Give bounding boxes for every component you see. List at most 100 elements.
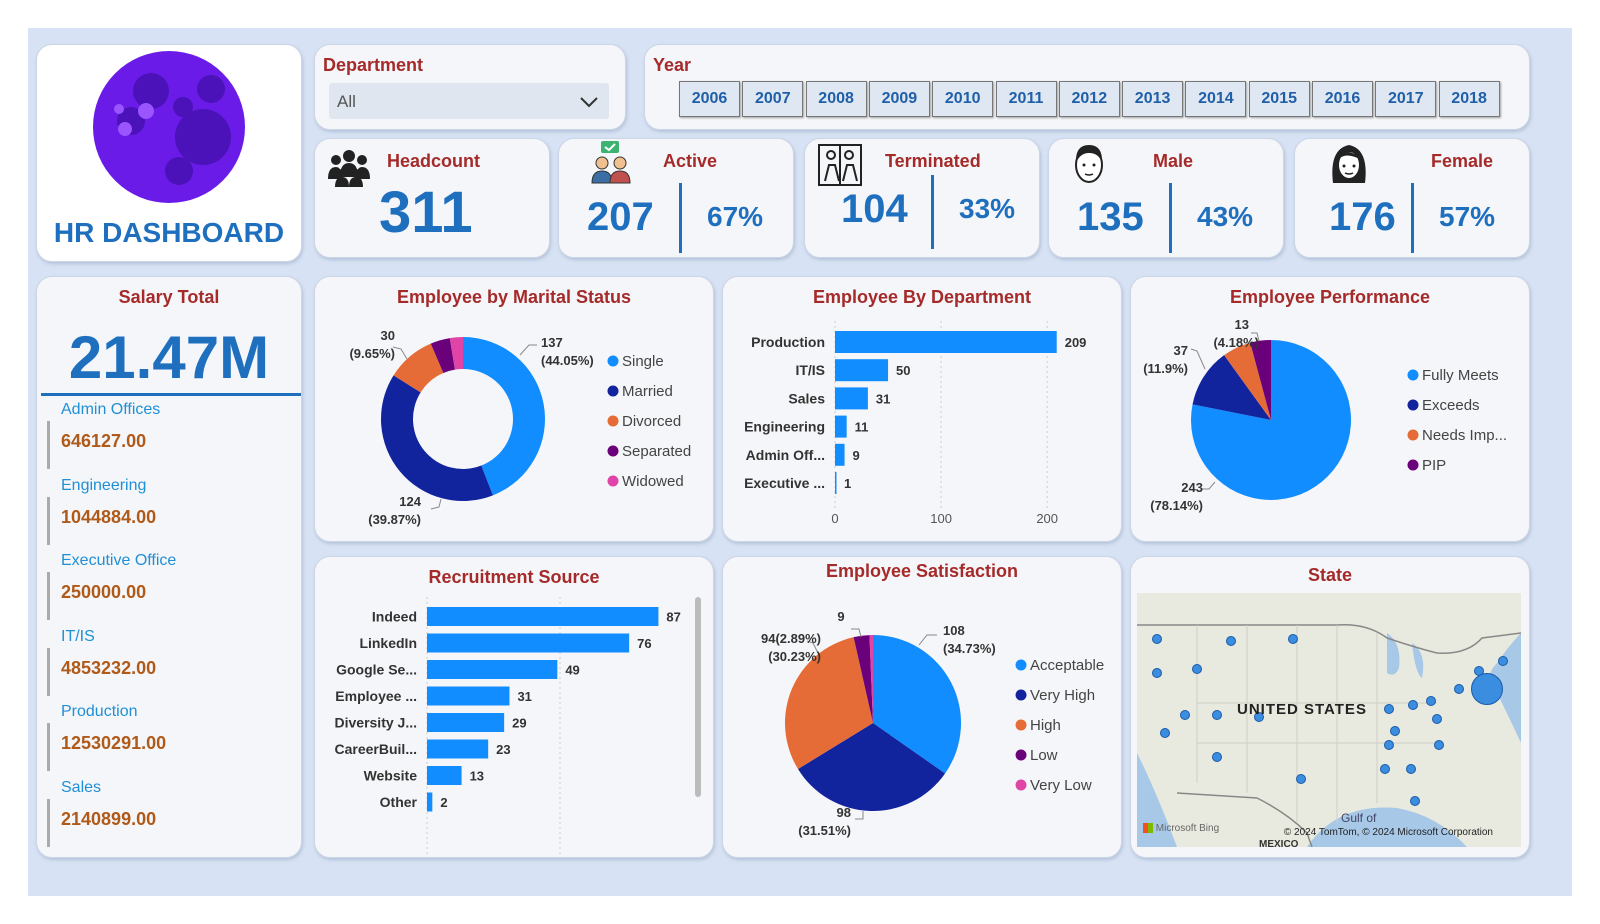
map-location-dot[interactable] — [1152, 668, 1162, 678]
map-location-dot[interactable] — [1410, 796, 1420, 806]
map-location-dot[interactable] — [1406, 764, 1416, 774]
map-location-dot[interactable] — [1192, 664, 1202, 674]
bar[interactable] — [835, 472, 837, 494]
bar[interactable] — [427, 633, 630, 653]
slice-divorced[interactable] — [393, 343, 444, 393]
bar[interactable] — [427, 713, 505, 732]
department-dropdown[interactable]: All — [329, 83, 609, 119]
map-location-cluster[interactable] — [1471, 673, 1503, 705]
slice-single[interactable] — [463, 337, 545, 496]
slice-needs-imp-[interactable] — [1224, 342, 1271, 420]
x-tick-label: 100 — [930, 511, 952, 526]
slice-separated[interactable] — [430, 338, 455, 374]
legend-marker — [1407, 429, 1419, 441]
legend-label: Very Low — [1030, 777, 1092, 794]
map-location-dot[interactable] — [1254, 712, 1264, 722]
year-button-2015[interactable]: 2015 — [1248, 81, 1310, 117]
map-location-dot[interactable] — [1454, 684, 1464, 694]
headcount-label: Headcount — [387, 151, 481, 171]
terminated-value: 104 — [841, 187, 908, 231]
salary-item-accent — [47, 421, 50, 469]
map-location-dot[interactable] — [1212, 752, 1222, 762]
year-button-2018[interactable]: 2018 — [1438, 81, 1500, 117]
salary-item-accent — [47, 723, 50, 772]
bar[interactable] — [427, 792, 433, 812]
slice-very-low[interactable] — [869, 635, 873, 723]
map-location-dot[interactable] — [1498, 656, 1508, 666]
data-label-value: 243 — [1181, 480, 1203, 495]
department-chart: 0 100 200 Production 209 IT/IS 50 Sales 31 Engine… — [744, 321, 1086, 526]
bar[interactable] — [427, 607, 659, 626]
year-button-2012[interactable]: 2012 — [1058, 81, 1120, 117]
map-location-dot[interactable] — [1390, 726, 1400, 736]
slice-very-high[interactable] — [798, 723, 946, 811]
map-location-dot[interactable] — [1180, 710, 1190, 720]
map-location-dot[interactable] — [1434, 740, 1444, 750]
bar[interactable] — [427, 686, 510, 706]
bar[interactable] — [427, 739, 489, 759]
legend-marker — [1407, 369, 1419, 381]
salary-item-value: 2140899.00 — [61, 809, 157, 829]
year-button-2017[interactable]: 2017 — [1375, 81, 1437, 117]
bar[interactable] — [835, 359, 889, 382]
bar[interactable] — [835, 331, 1057, 353]
legend-label: Separated — [622, 443, 691, 460]
bing-logo: Microsoft Bing — [1143, 823, 1219, 834]
slice-acceptable[interactable] — [873, 635, 961, 774]
map-location-dot[interactable] — [1384, 704, 1394, 714]
bar[interactable] — [835, 443, 845, 466]
category-label: IT/IS — [795, 362, 825, 378]
map-location-dot[interactable] — [1160, 728, 1170, 738]
dashboard-title: HR DASHBOARD — [53, 217, 285, 248]
year-button-2016[interactable]: 2016 — [1312, 81, 1373, 117]
salary-item-value: 646127.00 — [61, 431, 147, 451]
map-location-dot[interactable] — [1384, 740, 1394, 750]
slice-married[interactable] — [381, 375, 493, 501]
male-value: 135 — [1077, 195, 1144, 239]
bar[interactable] — [835, 387, 868, 410]
year-button-2008[interactable]: 2008 — [805, 81, 867, 117]
legend-marker — [1407, 399, 1419, 411]
state-map[interactable]: UNITED STATES Gulf of MEXICO Microsoft B… — [1137, 593, 1521, 847]
year-button-2013[interactable]: 2013 — [1122, 81, 1184, 117]
data-label-value: 94(2.89%) — [761, 631, 821, 646]
year-button-2011[interactable]: 2011 — [995, 81, 1057, 117]
bar-value-label: 23 — [496, 742, 510, 757]
bar-value-label: 87 — [666, 610, 680, 625]
map-location-dot[interactable] — [1426, 696, 1436, 706]
slice-low[interactable] — [853, 635, 873, 723]
map-location-dot[interactable] — [1152, 634, 1162, 644]
year-button-2014[interactable]: 2014 — [1185, 81, 1247, 117]
map-location-dot[interactable] — [1380, 764, 1390, 774]
kpi-female: Female 176 57% — [1294, 138, 1530, 258]
map-location-dot[interactable] — [1288, 634, 1298, 644]
recruitment-scrollbar[interactable] — [695, 597, 701, 797]
bar[interactable] — [427, 766, 462, 785]
year-button-2006[interactable]: 2006 — [679, 81, 740, 117]
male-divider — [1169, 183, 1172, 253]
year-button-2010[interactable]: 2010 — [932, 81, 994, 117]
bar-value-label: 2 — [440, 795, 447, 810]
year-button-2007[interactable]: 2007 — [742, 81, 804, 117]
slice-exceeds[interactable] — [1192, 355, 1271, 420]
satisfaction-card: Employee Satisfaction Acceptable Very Hig… — [722, 556, 1122, 858]
slice-pip[interactable] — [1250, 340, 1271, 420]
department-filter-card: Department All — [314, 44, 626, 130]
map-location-dot[interactable] — [1212, 710, 1222, 720]
year-button-2009[interactable]: 2009 — [868, 81, 930, 117]
map-location-dot[interactable] — [1408, 700, 1418, 710]
slice-widowed[interactable] — [449, 337, 463, 370]
data-label-percent: (4.18%) — [1213, 335, 1259, 350]
legend-label: Acceptable — [1030, 657, 1104, 674]
bar[interactable] — [427, 660, 558, 679]
category-label: CareerBuil... — [335, 741, 417, 757]
legend-label: Needs Imp... — [1422, 427, 1507, 444]
bar[interactable] — [835, 415, 847, 438]
female-divider — [1411, 183, 1414, 253]
map-location-dot[interactable] — [1432, 714, 1442, 724]
slice-high[interactable] — [785, 637, 873, 770]
map-location-dot[interactable] — [1296, 774, 1306, 784]
data-label-percent: (39.87%) — [368, 512, 421, 527]
map-location-dot[interactable] — [1226, 636, 1236, 646]
map-copyright: © 2024 TomTom, © 2024 Microsoft Corporat… — [1283, 827, 1493, 838]
